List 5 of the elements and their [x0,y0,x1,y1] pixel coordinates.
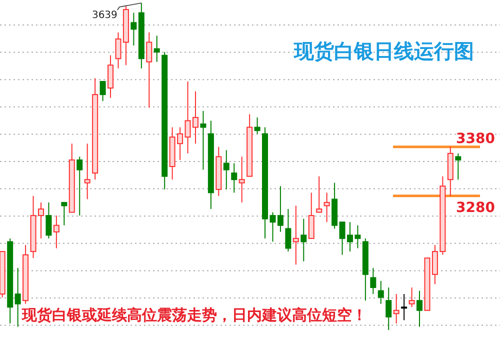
annotation: 3380 [456,130,496,147]
annotation: 3280 [456,200,496,216]
annotation: 3639 [92,10,118,21]
text: 现货白银日线运行图 [293,39,474,63]
annotation: 现货白银或延续高位震荡走势，日内建议高位短空！ [21,306,367,324]
